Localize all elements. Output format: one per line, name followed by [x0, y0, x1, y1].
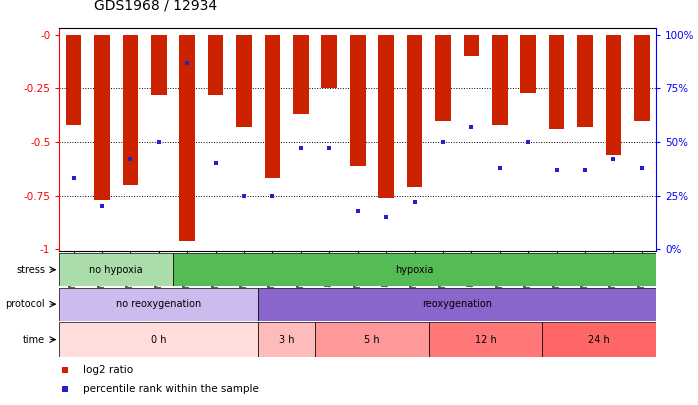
Bar: [407, 35, 422, 187]
Text: no reoxygenation: no reoxygenation: [116, 299, 202, 309]
Text: GDS1968 / 12934: GDS1968 / 12934: [94, 0, 217, 12]
Text: protocol: protocol: [6, 299, 45, 309]
Bar: [315, 322, 429, 357]
Bar: [350, 35, 366, 166]
Bar: [542, 322, 656, 357]
Bar: [322, 35, 337, 88]
Bar: [66, 35, 82, 125]
Bar: [59, 322, 258, 357]
Bar: [173, 253, 656, 286]
Text: percentile rank within the sample: percentile rank within the sample: [83, 384, 259, 394]
Text: hypoxia: hypoxia: [395, 265, 433, 275]
Bar: [94, 35, 110, 200]
Text: time: time: [23, 335, 45, 345]
Bar: [208, 35, 223, 95]
Text: 24 h: 24 h: [588, 335, 610, 345]
Bar: [236, 35, 252, 127]
Bar: [293, 35, 309, 114]
Bar: [258, 288, 656, 321]
Bar: [179, 35, 195, 241]
Bar: [492, 35, 507, 125]
Bar: [435, 35, 451, 121]
Bar: [577, 35, 593, 127]
Text: reoxygenation: reoxygenation: [422, 299, 492, 309]
Bar: [521, 35, 536, 93]
Text: 12 h: 12 h: [475, 335, 496, 345]
Bar: [378, 35, 394, 198]
Text: stress: stress: [16, 265, 45, 275]
Bar: [429, 322, 542, 357]
Bar: [606, 35, 621, 155]
Text: 3 h: 3 h: [279, 335, 295, 345]
Bar: [258, 322, 315, 357]
Bar: [634, 35, 650, 121]
Bar: [549, 35, 565, 129]
Text: log2 ratio: log2 ratio: [83, 365, 133, 375]
Bar: [463, 35, 480, 56]
Text: no hypoxia: no hypoxia: [89, 265, 143, 275]
Bar: [59, 253, 173, 286]
Bar: [59, 288, 258, 321]
Text: 5 h: 5 h: [364, 335, 380, 345]
Text: 0 h: 0 h: [151, 335, 167, 345]
Bar: [123, 35, 138, 185]
Bar: [265, 35, 281, 179]
Bar: [151, 35, 167, 95]
